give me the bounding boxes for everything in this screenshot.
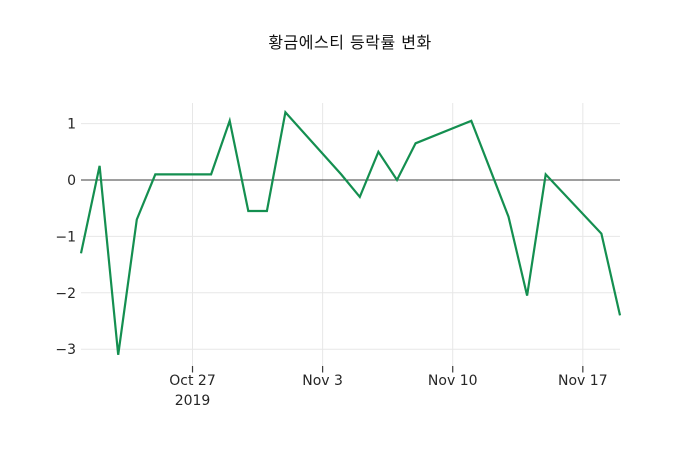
y-tick-label: 0 [67,173,76,189]
x-tick-label: Nov 10 [428,373,478,389]
y-tick-label: 1 [67,117,76,133]
x-tick-label: 2019 [175,393,211,409]
y-tick-label: −1 [55,229,76,245]
x-tick-label: Oct 27 [169,373,215,389]
x-tick-label: Nov 3 [302,373,343,389]
price-change-line [79,109,622,355]
x-tick-label: Nov 17 [558,373,608,389]
y-tick-label: −3 [55,342,76,358]
chart-title: 황금에스티 등락률 변화 [268,33,432,52]
y-tick-label: −2 [55,286,76,302]
